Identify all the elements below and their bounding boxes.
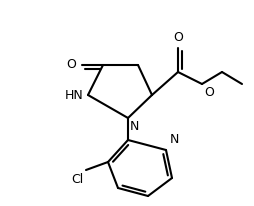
- Text: HN: HN: [65, 89, 84, 102]
- Text: O: O: [204, 86, 214, 99]
- Text: N: N: [130, 120, 139, 133]
- Text: O: O: [66, 59, 76, 71]
- Text: N: N: [170, 133, 179, 146]
- Text: O: O: [173, 31, 183, 44]
- Text: Cl: Cl: [71, 173, 83, 186]
